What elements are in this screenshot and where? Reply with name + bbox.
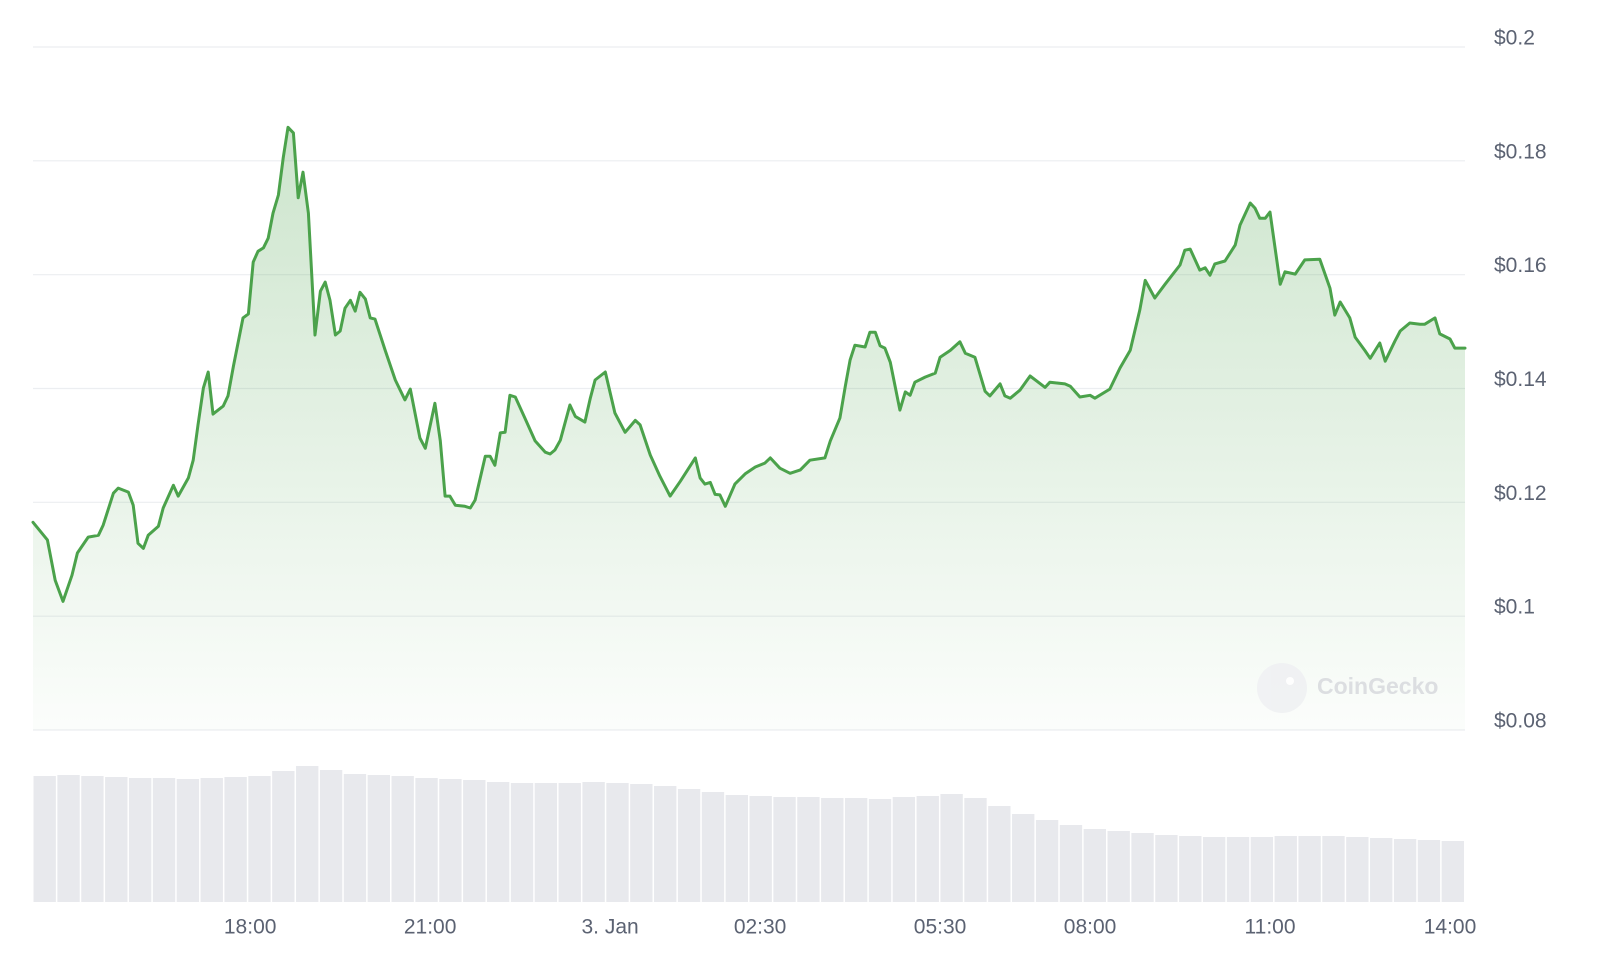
volume-bar <box>439 779 462 902</box>
volume-bar <box>606 783 629 902</box>
volume-bar <box>272 771 295 902</box>
y-tick-label: $0.12 <box>1494 482 1547 505</box>
volume-bar <box>1226 837 1250 902</box>
y-tick-label: $0.14 <box>1494 368 1547 391</box>
x-tick-label: 18:00 <box>224 916 277 939</box>
volume-bar <box>558 783 581 902</box>
watermark-logo-eye <box>1286 677 1294 685</box>
volume-bar <box>654 786 677 902</box>
volume-bar <box>463 780 486 902</box>
volume-bar <box>1298 836 1321 902</box>
volume-bar <box>33 776 56 902</box>
volume-bar <box>391 776 414 902</box>
volume-bar <box>1035 820 1059 902</box>
volume-bar <box>534 783 558 902</box>
volume-bar <box>1059 825 1083 902</box>
volume-bar <box>988 806 1011 902</box>
volume-bar <box>415 778 438 902</box>
volume-bar <box>725 795 748 902</box>
volume-bar <box>677 789 701 902</box>
volume-bar <box>1083 829 1106 902</box>
price-line <box>31 125 1467 603</box>
y-tick-label: $0.18 <box>1494 140 1547 163</box>
volume-bar <box>200 778 223 902</box>
volume-bar <box>176 779 200 902</box>
volume-bar <box>701 792 725 902</box>
x-tick-label: 02:30 <box>734 916 787 939</box>
watermark-text: CoinGecko <box>1317 673 1438 699</box>
volume-bar <box>821 798 844 902</box>
volume-bar <box>1322 836 1345 902</box>
volume-bar <box>486 782 510 902</box>
x-tick-label: 3. Jan <box>582 916 639 939</box>
volume-bar <box>81 776 104 902</box>
x-tick-label: 08:00 <box>1064 916 1117 939</box>
y-tick-label: $0.08 <box>1494 710 1547 733</box>
price-area <box>33 127 1465 731</box>
volume-bar <box>916 796 939 902</box>
watermark-logo <box>1257 663 1307 713</box>
volume-bar <box>582 782 605 902</box>
volume-bar <box>128 778 152 902</box>
volume-bar <box>1441 841 1464 902</box>
watermark: CoinGecko <box>1257 663 1438 713</box>
y-tick-label: $0.2 <box>1494 27 1535 50</box>
volume-bar <box>1131 833 1154 902</box>
volume-bar <box>797 797 820 902</box>
volume-bar <box>224 777 247 902</box>
volume-bar <box>892 797 916 902</box>
volume-bar <box>1107 831 1130 902</box>
volume-bar <box>844 798 868 902</box>
volume-bar <box>105 777 128 902</box>
volume-bar <box>630 784 653 902</box>
volume-bar <box>1370 838 1393 902</box>
volume-bar <box>868 799 892 902</box>
x-tick-label: 05:30 <box>914 916 967 939</box>
volume-bar <box>343 774 367 902</box>
x-tick-label: 11:00 <box>1245 916 1296 939</box>
volume-bar <box>1346 837 1369 902</box>
volume-bar <box>1202 837 1226 902</box>
volume-bar <box>319 770 343 902</box>
y-tick-label: $0.16 <box>1494 254 1547 277</box>
x-tick-label: 21:00 <box>404 916 457 939</box>
volume-bar <box>367 775 390 902</box>
volume-bar <box>940 794 963 902</box>
volume-bar <box>296 766 319 902</box>
volume-bar <box>1155 835 1178 902</box>
volume-bar <box>1393 839 1417 902</box>
volume-bar <box>749 796 772 902</box>
volume-bar <box>1417 840 1441 902</box>
volume-bar <box>248 776 271 902</box>
volume-bar <box>773 797 796 902</box>
volume-bar <box>152 778 176 902</box>
x-tick-label: 14:00 <box>1424 916 1477 939</box>
volume-bar <box>510 783 534 902</box>
volume-bar <box>1179 836 1202 902</box>
volume-bar <box>1012 814 1035 902</box>
volume-bar <box>57 775 80 902</box>
y-tick-label: $0.1 <box>1494 596 1535 619</box>
volume-bar <box>964 798 987 902</box>
volume-bar <box>1250 837 1274 902</box>
volume-bar <box>1274 836 1297 902</box>
